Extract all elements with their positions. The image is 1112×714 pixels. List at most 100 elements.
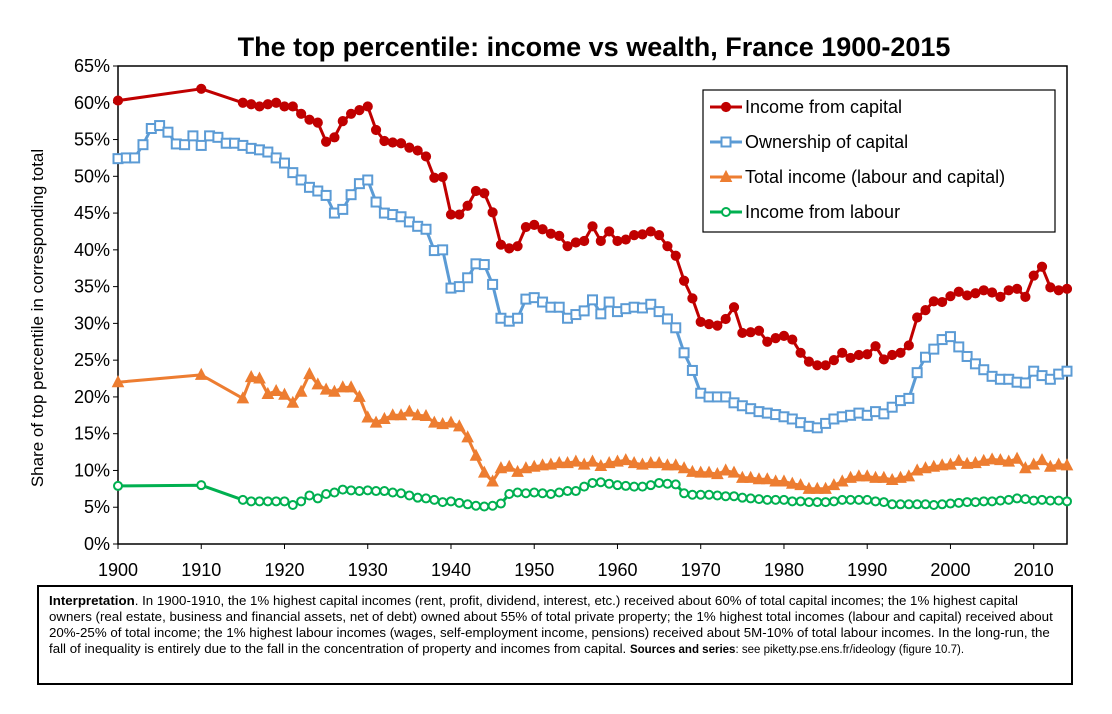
data-point	[504, 488, 515, 499]
data-point	[903, 499, 914, 510]
data-point	[752, 472, 766, 485]
data-point	[960, 456, 974, 469]
data-point	[620, 480, 631, 491]
data-point	[694, 465, 708, 478]
data-point	[602, 456, 616, 469]
data-point	[445, 496, 456, 507]
data-point	[894, 470, 907, 483]
data-point	[769, 474, 782, 487]
data-point	[712, 320, 723, 331]
data-point	[995, 291, 1006, 303]
data-point	[803, 497, 814, 508]
data-point	[411, 408, 425, 421]
data-point	[520, 221, 532, 233]
data-point	[519, 461, 533, 474]
data-point	[545, 228, 556, 239]
data-point	[269, 383, 283, 397]
data-point	[469, 448, 483, 461]
data-point	[512, 312, 524, 324]
data-point	[362, 101, 373, 112]
data-point	[253, 371, 266, 384]
data-point	[994, 453, 1007, 466]
data-point	[412, 145, 423, 156]
data-point	[770, 494, 781, 505]
data-point	[827, 478, 841, 491]
data-point	[370, 196, 382, 208]
data-point	[420, 151, 432, 162]
data-point	[262, 496, 273, 507]
data-point	[370, 124, 382, 136]
data-point	[1061, 283, 1073, 294]
data-point	[737, 492, 748, 503]
data-point	[1020, 291, 1031, 303]
data-point	[637, 229, 648, 240]
data-point	[502, 459, 516, 472]
data-point	[895, 347, 906, 358]
legend-marker	[719, 169, 733, 182]
data-point	[920, 499, 931, 510]
data-point	[336, 380, 350, 393]
legend-marker	[721, 207, 731, 217]
data-point	[787, 496, 798, 507]
data-point	[212, 131, 224, 143]
data-point	[719, 463, 733, 476]
data-point	[669, 458, 683, 471]
data-point	[845, 352, 856, 364]
data-point	[627, 456, 641, 469]
data-point	[612, 480, 623, 491]
data-point	[678, 275, 690, 286]
data-point	[304, 114, 315, 125]
data-point	[760, 472, 774, 485]
y-tick-label: 65%	[74, 56, 110, 76]
data-point	[428, 415, 441, 428]
data-point	[887, 349, 898, 361]
y-tick-label: 20%	[74, 387, 110, 407]
data-point	[312, 493, 323, 504]
data-point	[1010, 451, 1024, 464]
data-point	[495, 498, 506, 509]
data-point	[570, 486, 581, 497]
data-point	[354, 486, 365, 497]
data-point	[479, 501, 490, 512]
data-point	[470, 500, 481, 511]
data-point	[662, 478, 673, 489]
interpretation-text: . In 1900-1910, the 1% highest capital i…	[49, 593, 1053, 656]
data-point	[520, 488, 531, 499]
data-point	[403, 404, 416, 417]
data-point	[296, 108, 307, 119]
data-point	[653, 230, 665, 241]
data-point	[703, 319, 715, 330]
data-point	[645, 480, 656, 491]
data-point	[537, 488, 548, 499]
data-point	[279, 496, 290, 507]
data-point	[404, 490, 415, 501]
data-point	[362, 174, 374, 186]
data-point	[1045, 495, 1056, 506]
data-point	[1028, 270, 1039, 281]
data-point	[860, 469, 874, 482]
data-point	[745, 327, 756, 338]
data-point	[944, 331, 956, 343]
data-point	[1012, 493, 1023, 504]
data-point	[236, 391, 250, 404]
data-point	[453, 281, 465, 293]
data-point	[554, 230, 565, 241]
data-point	[686, 464, 699, 477]
data-point	[620, 234, 631, 245]
data-point	[728, 302, 740, 313]
data-point	[570, 237, 581, 248]
data-point	[452, 419, 466, 432]
data-point	[1045, 282, 1056, 293]
data-point	[944, 457, 957, 470]
data-point	[437, 497, 448, 508]
legend-label: Income from capital	[745, 97, 902, 117]
data-point	[985, 452, 999, 465]
data-point	[778, 494, 789, 505]
data-point	[194, 367, 208, 380]
y-ticks: 0% 5% 10% 15% 20% 25% 30% 35% 40% 45% 50% 55% 60% 65%	[74, 56, 118, 554]
data-point	[862, 349, 873, 360]
data-point	[629, 481, 640, 492]
data-point	[603, 296, 615, 308]
data-point	[686, 364, 698, 376]
legend-item: Income from capital	[710, 97, 902, 117]
